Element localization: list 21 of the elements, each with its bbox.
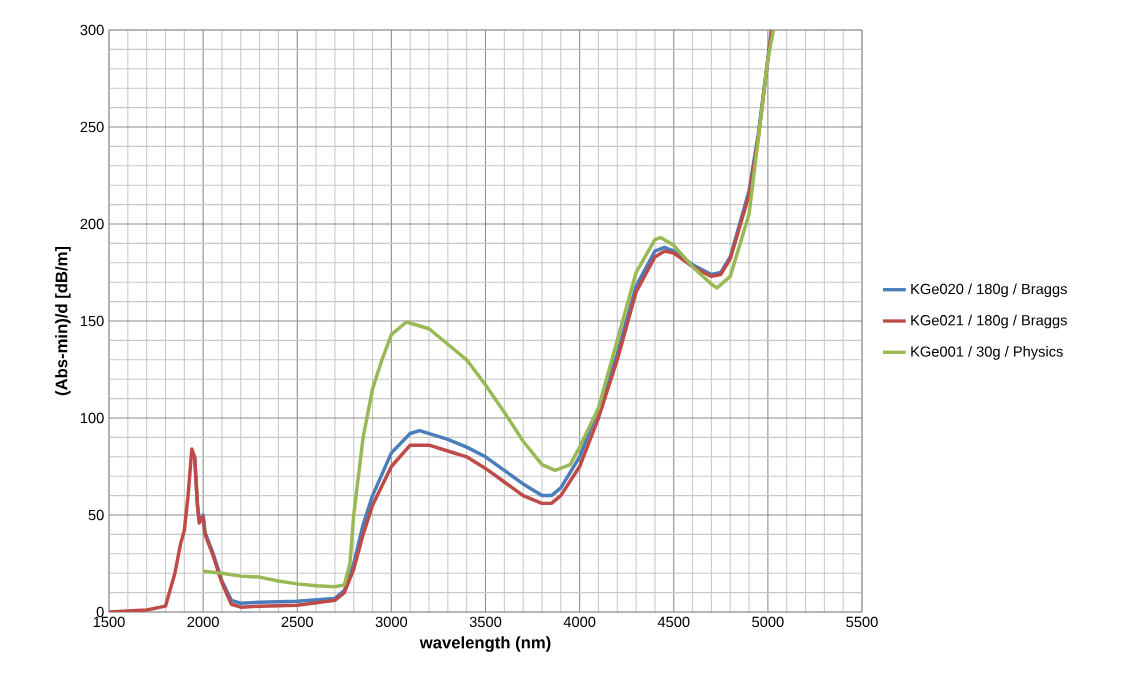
y-tick-label: 200 — [80, 218, 104, 230]
y-axis-title: (Abs-min)/d [dB/m] — [55, 246, 71, 396]
x-tick-label: 2000 — [187, 616, 219, 628]
y-tick-label: 100 — [80, 412, 104, 424]
x-tick-label: 2500 — [281, 616, 313, 628]
x-axis-title: wavelength (nm) — [419, 636, 551, 652]
y-tick-label: 250 — [80, 121, 104, 133]
x-tick-label: 3500 — [469, 616, 502, 628]
x-tick-label: 1500 — [93, 616, 125, 628]
y-tick-label: 50 — [88, 509, 104, 521]
y-tick-label: 150 — [80, 315, 104, 327]
x-tick-label: 3000 — [375, 616, 408, 628]
legend-label: KGe020 / 180g / Braggs — [911, 283, 1067, 298]
x-tick-label: 5000 — [752, 616, 784, 628]
y-tick-label: 0 — [96, 606, 104, 618]
y-tick-label: 300 — [80, 24, 104, 36]
x-tick-label: 5500 — [846, 616, 878, 628]
legend-label: KGe001 / 30g / Physics — [911, 345, 1063, 360]
legend-label: KGe021 / 180g / Braggs — [911, 314, 1067, 329]
x-tick-label: 4000 — [563, 616, 596, 628]
x-tick-label: 4500 — [657, 616, 690, 628]
